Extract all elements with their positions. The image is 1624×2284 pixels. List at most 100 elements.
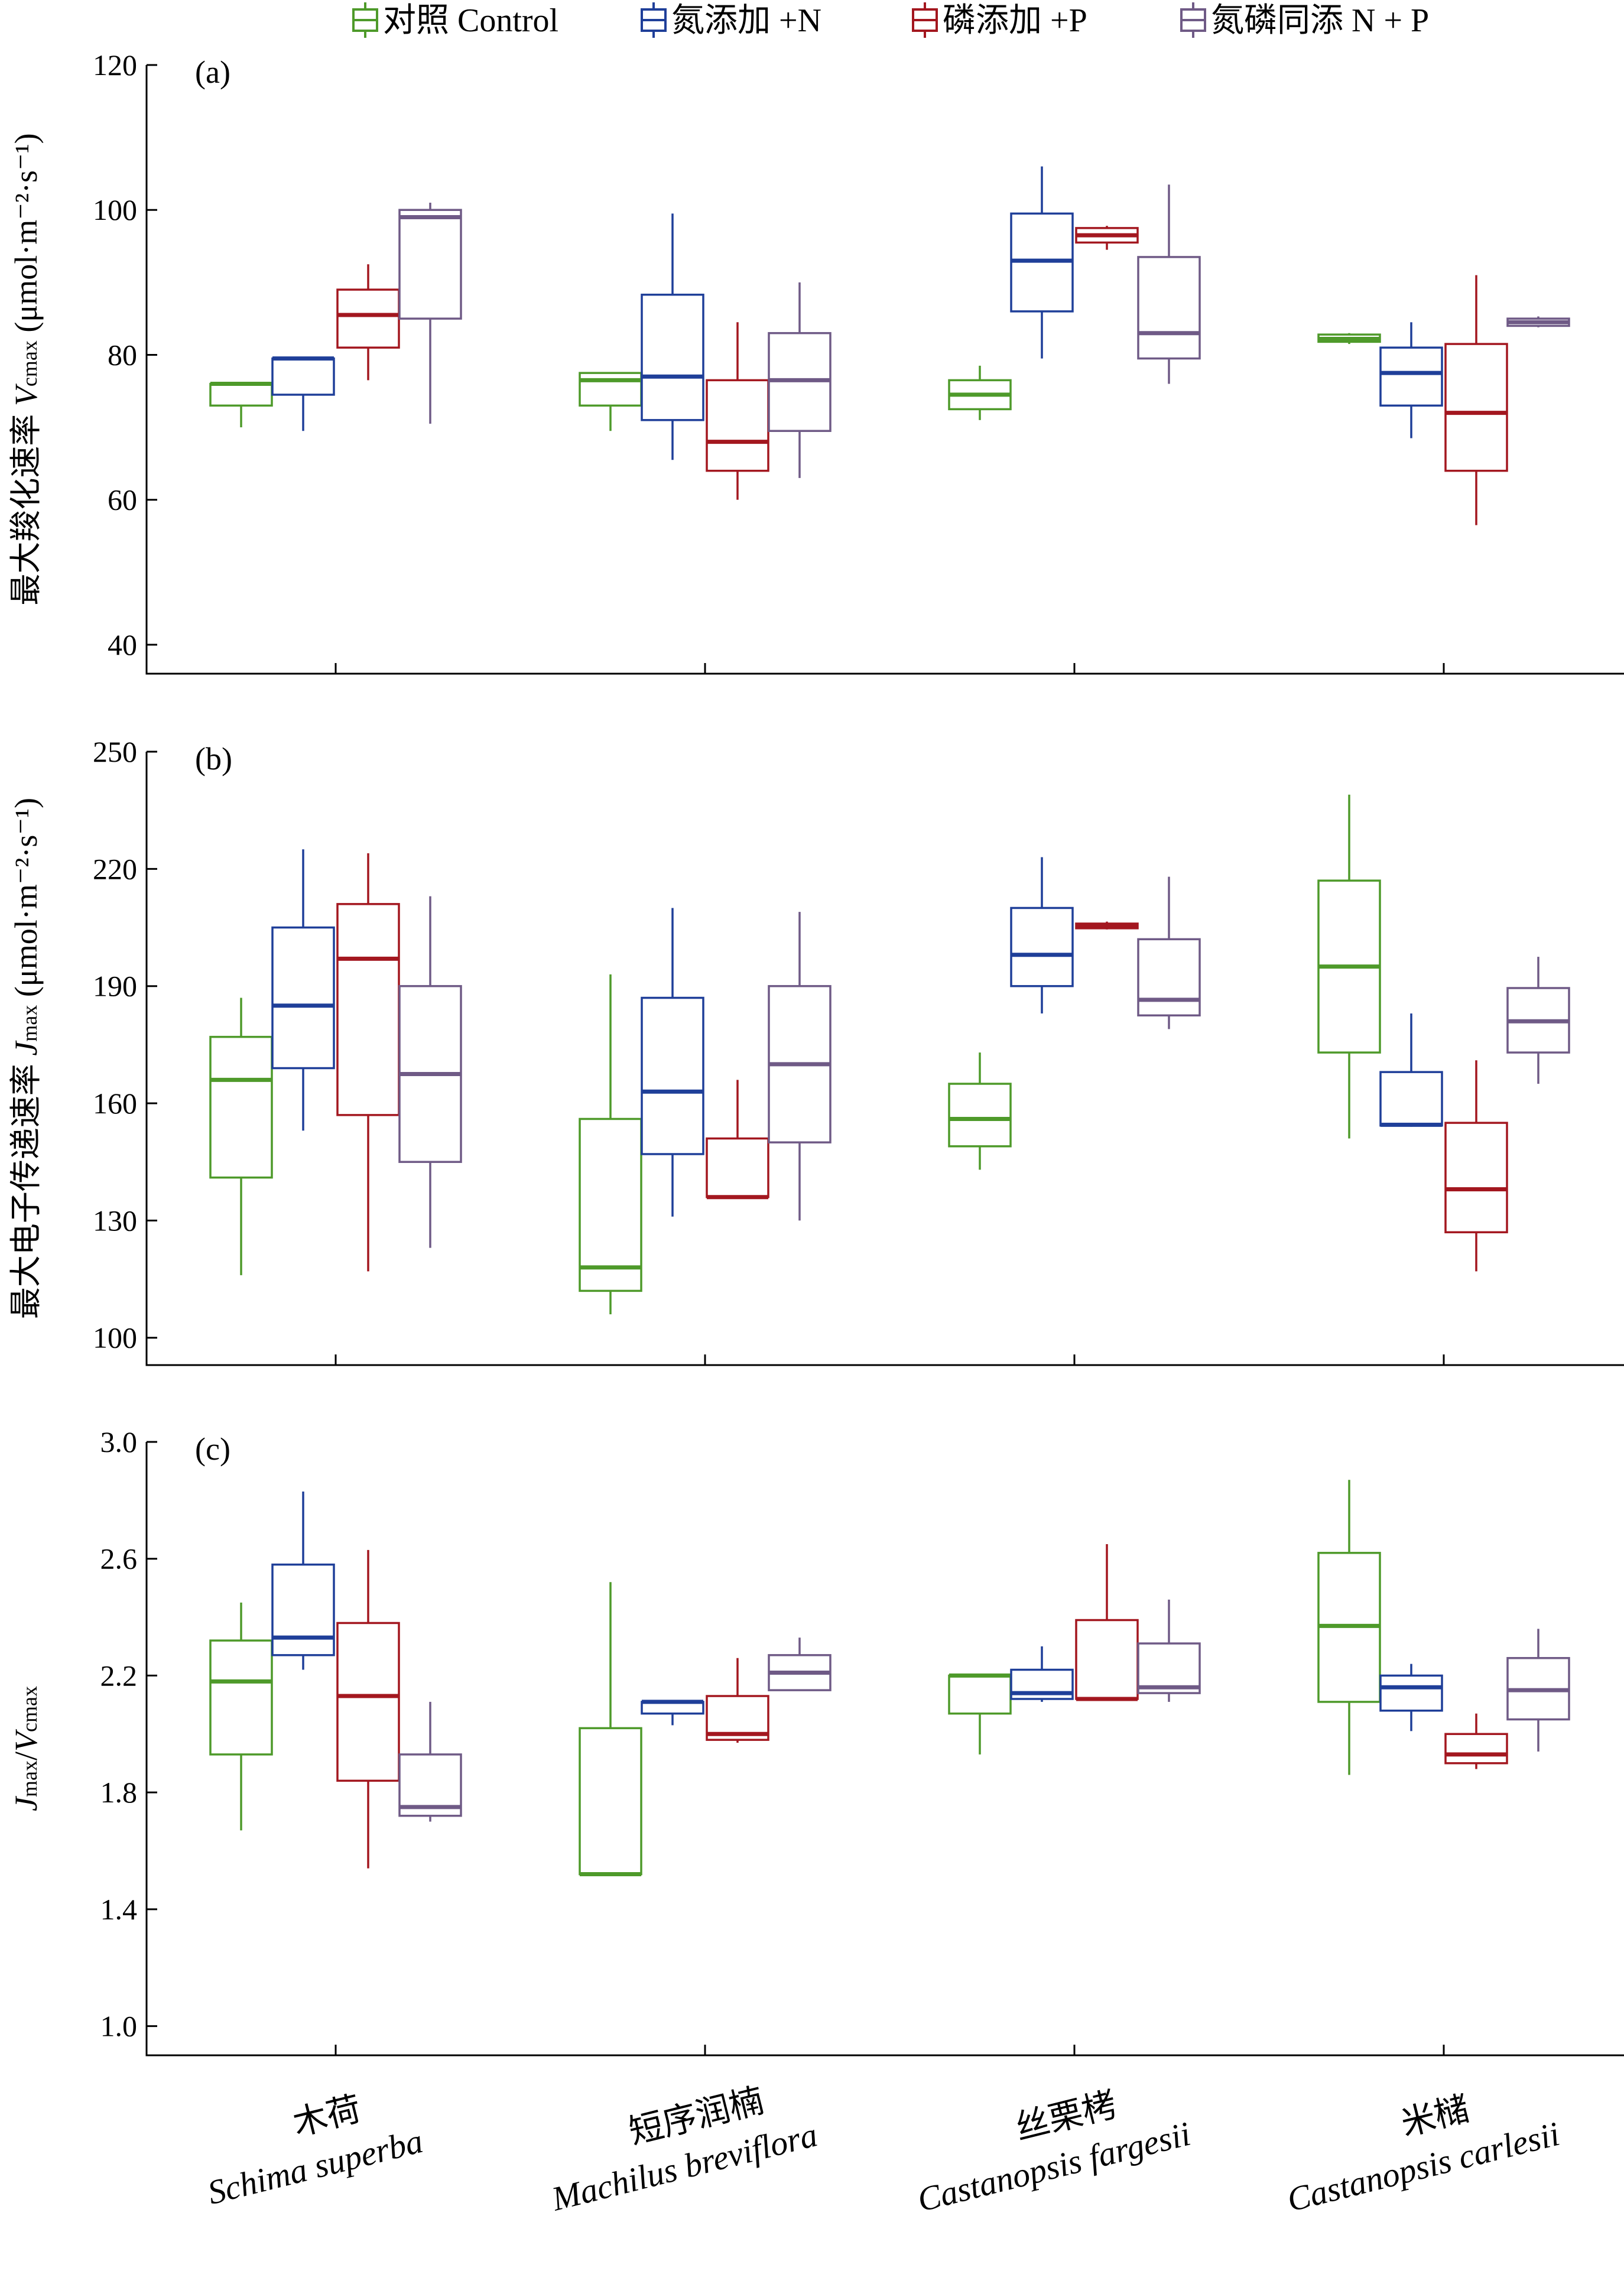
y-tick-label: 3.0 bbox=[100, 1425, 138, 1458]
box-iqr bbox=[209, 1639, 273, 1756]
box-iqr bbox=[579, 372, 642, 407]
box-mark bbox=[1010, 1646, 1074, 1702]
y-tick-label: 130 bbox=[93, 1204, 137, 1237]
legend: 对照 Control 氮添加 +N 磷添加 +P 氮磷同添 N + P bbox=[352, 2, 1429, 39]
series-control bbox=[209, 794, 1381, 1315]
box-mark bbox=[1379, 1664, 1443, 1731]
box-iqr bbox=[209, 382, 273, 407]
legend-box-symbol bbox=[641, 2, 667, 38]
legend-item-4: 氮磷同添 N + P bbox=[1180, 2, 1429, 39]
box-iqr bbox=[1444, 1122, 1508, 1233]
box-mark bbox=[1444, 275, 1508, 525]
y-axis-label: 最大羧化速率 Vcmax (μmol·m⁻²·s⁻¹) bbox=[8, 133, 44, 605]
y-tick-label: 80 bbox=[108, 338, 137, 371]
box-mark bbox=[1506, 1629, 1570, 1752]
box-mark bbox=[271, 356, 335, 431]
box-iqr bbox=[1444, 343, 1508, 472]
box-mark bbox=[768, 282, 832, 478]
box-mark bbox=[579, 1582, 642, 1877]
panel-label: (b) bbox=[195, 741, 232, 777]
box-iqr bbox=[948, 1083, 1012, 1148]
series-n-p bbox=[398, 1599, 1570, 1822]
y-tick-label: 190 bbox=[93, 970, 137, 1003]
box-mark bbox=[1010, 166, 1074, 359]
legend-label: 对照 Control bbox=[383, 2, 558, 39]
box-iqr bbox=[579, 1727, 642, 1876]
legend-label: 磷添加 +P bbox=[943, 2, 1087, 39]
box-mark bbox=[271, 1492, 335, 1670]
box-mark bbox=[948, 365, 1012, 420]
panels: 40 60 80 100 120 (a) 最大羧化速率 Vcmax (μmol·m⁻²·s⁻… bbox=[8, 48, 1624, 2056]
box-mark bbox=[706, 1080, 769, 1200]
panel-b: 100 130 160 190 220 250 (b) 最大电子传递速率 Jmax (μmol… bbox=[8, 735, 1624, 1366]
box-iqr bbox=[336, 288, 400, 349]
box-iqr bbox=[271, 926, 335, 1070]
box-mark bbox=[1506, 957, 1570, 1084]
series-n-p bbox=[398, 184, 1570, 478]
series-n bbox=[271, 166, 1443, 460]
box-mark bbox=[398, 202, 462, 424]
box-mark bbox=[768, 912, 832, 1221]
series-control bbox=[209, 1480, 1381, 1877]
box-mark bbox=[336, 1549, 400, 1869]
panel-c: 1.0 1.4 1.8 2.2 2.6 3.0 (c) Jmax/Vcmax bbox=[8, 1425, 1624, 2056]
series-p bbox=[336, 1544, 1508, 1869]
box-mark bbox=[1444, 1060, 1508, 1272]
box-iqr bbox=[1444, 1733, 1508, 1765]
y-tick-label: 250 bbox=[93, 735, 137, 768]
legend-box-symbol bbox=[912, 2, 938, 38]
y-tick-label: 1.4 bbox=[100, 1893, 138, 1926]
box-mark bbox=[336, 853, 400, 1272]
y-tick-label: 40 bbox=[108, 628, 137, 661]
box-mark bbox=[1506, 316, 1570, 327]
y-tick-label: 100 bbox=[93, 193, 137, 226]
box-mark bbox=[271, 849, 335, 1131]
box-mark bbox=[579, 974, 642, 1315]
y-tick-label: 160 bbox=[93, 1087, 137, 1120]
box-mark bbox=[1075, 921, 1139, 930]
box-iqr bbox=[1379, 1071, 1443, 1127]
box-mark bbox=[579, 372, 642, 431]
box-mark bbox=[948, 1673, 1012, 1755]
y-tick-label: 100 bbox=[93, 1321, 137, 1354]
y-axis-label: Jmax/Vcmax bbox=[8, 1686, 44, 1811]
panel-label: (c) bbox=[195, 1431, 230, 1467]
box-mark bbox=[209, 1602, 273, 1831]
series-n-p bbox=[398, 876, 1570, 1248]
box-iqr bbox=[641, 293, 704, 421]
box-mark bbox=[209, 998, 273, 1275]
legend-item-3: 磷添加 +P bbox=[912, 2, 1087, 39]
series-n bbox=[271, 849, 1443, 1217]
x-category-cn: 米槠 bbox=[1397, 2090, 1473, 2143]
series-p bbox=[336, 226, 1508, 525]
box-iqr bbox=[641, 996, 704, 1155]
y-axis-label: 最大电子传递速率 Jmax (μmol·m⁻²·s⁻¹) bbox=[8, 798, 44, 1319]
box-mark bbox=[641, 1700, 704, 1726]
box-mark bbox=[706, 322, 769, 500]
box-mark bbox=[768, 1638, 832, 1691]
box-mark bbox=[1317, 333, 1381, 345]
box-mark bbox=[1379, 1013, 1443, 1127]
y-tick-label: 1.8 bbox=[100, 1776, 138, 1809]
box-mark bbox=[398, 1701, 462, 1822]
box-iqr bbox=[1137, 256, 1201, 360]
box-mark bbox=[1379, 322, 1443, 438]
box-mark bbox=[336, 264, 400, 381]
box-iqr bbox=[271, 1563, 335, 1656]
box-iqr bbox=[706, 1137, 769, 1198]
box-mark bbox=[1137, 876, 1201, 1029]
series-p bbox=[336, 853, 1508, 1272]
box-iqr bbox=[579, 1117, 642, 1292]
box-iqr bbox=[1379, 346, 1443, 407]
box-mark bbox=[1075, 226, 1139, 250]
box-iqr bbox=[336, 1622, 400, 1782]
legend-item-1: 对照 Control bbox=[352, 2, 558, 39]
box-mark bbox=[1075, 1544, 1139, 1701]
box-mark bbox=[398, 896, 462, 1248]
y-tick-label: 2.2 bbox=[100, 1659, 138, 1692]
box-mark bbox=[948, 1052, 1012, 1170]
